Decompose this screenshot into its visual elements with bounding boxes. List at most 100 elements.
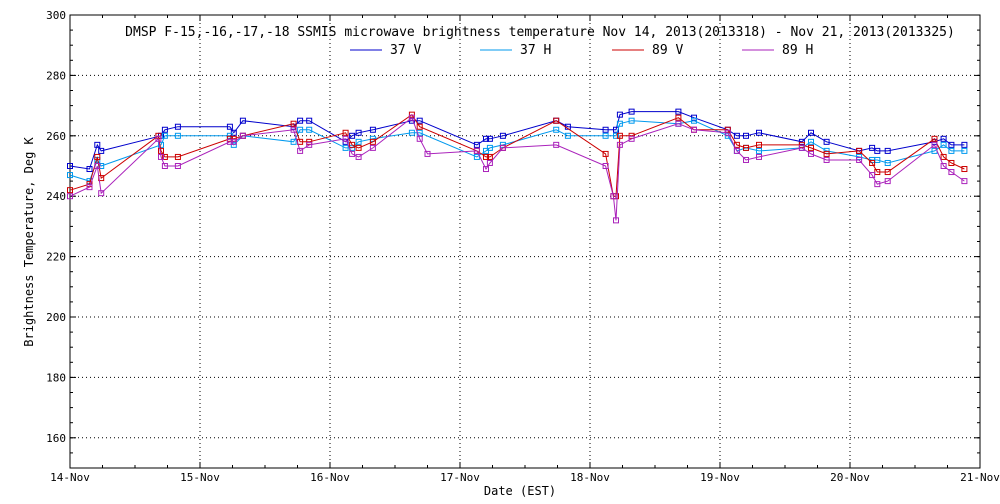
data-point-marker <box>483 135 489 142</box>
data-point-marker <box>416 135 423 142</box>
data-point-marker <box>948 169 955 176</box>
x-tick-label: 15-Nov <box>180 471 220 484</box>
data-point-marker <box>628 117 635 124</box>
data-point-marker <box>230 129 237 136</box>
data-point-marker <box>416 117 423 124</box>
data-point-marker <box>616 120 623 127</box>
data-point-marker <box>961 147 968 154</box>
data-point-marker <box>174 132 181 139</box>
data-point-marker <box>961 178 968 185</box>
data-point-marker <box>499 132 506 139</box>
axis-layer: 160 180 200 220 240 260 280 300 14-Nov 15-Nov 16-N… <box>46 9 1000 484</box>
data-point-marker <box>602 126 609 133</box>
data-point-marker <box>239 132 246 139</box>
data-point-marker <box>67 187 73 194</box>
data-point-marker <box>869 144 876 151</box>
data-point-marker <box>869 172 876 179</box>
data-point-marker <box>408 129 415 136</box>
data-point-marker <box>161 153 168 160</box>
series-89-h <box>67 114 968 224</box>
legend-item: 37 H <box>480 43 551 58</box>
legend-item: 89 V <box>612 43 683 58</box>
data-point-marker <box>610 193 617 200</box>
data-point-marker <box>226 123 233 130</box>
x-tick-label: 17-Nov <box>440 471 480 484</box>
data-point-marker <box>756 147 762 154</box>
data-point-marker <box>613 132 619 139</box>
data-point-marker <box>158 141 164 148</box>
data-point-marker <box>297 117 304 124</box>
data-point-marker <box>823 138 830 145</box>
data-point-marker <box>961 141 968 148</box>
plot-frame <box>69 14 981 469</box>
data-point-marker <box>884 169 891 176</box>
data-point-marker <box>884 147 891 154</box>
data-point-marker <box>869 159 876 166</box>
data-point-marker <box>342 144 349 151</box>
data-point-marker <box>874 181 881 188</box>
x-axis-title: Date (EST) <box>484 484 556 498</box>
series-line <box>69 120 965 182</box>
data-point-marker <box>874 156 881 163</box>
data-point-marker <box>743 156 749 163</box>
data-point-marker <box>675 120 682 127</box>
data-point-marker <box>230 141 237 148</box>
y-tick-label: 160 <box>46 432 66 445</box>
data-point-marker <box>86 184 93 191</box>
legend-label: 89 V <box>652 43 683 58</box>
data-point-marker <box>226 138 233 145</box>
data-point-marker <box>884 159 891 166</box>
data-point-marker <box>553 126 560 133</box>
data-point-marker <box>174 123 181 130</box>
data-point-marker <box>616 132 623 139</box>
data-point-marker <box>98 190 105 197</box>
data-point-marker <box>948 147 955 154</box>
data-point-marker <box>297 147 304 154</box>
data-point-marker <box>961 166 968 173</box>
legend-label: 89 H <box>782 43 813 58</box>
data-point-marker <box>628 135 635 142</box>
data-point-marker <box>856 153 863 160</box>
data-point-marker <box>230 138 237 145</box>
data-point-marker <box>355 153 362 160</box>
y-tick-label: 200 <box>46 311 66 324</box>
data-point-marker <box>483 153 489 160</box>
data-point-marker <box>940 163 947 169</box>
data-point-marker <box>67 172 73 179</box>
data-point-marker <box>798 141 805 148</box>
data-point-marker <box>297 126 304 133</box>
data-point-marker <box>306 138 313 145</box>
data-point-marker <box>874 147 881 154</box>
series-line <box>69 111 965 170</box>
data-point-marker <box>948 141 955 148</box>
data-point-marker <box>756 129 762 136</box>
data-point-marker <box>808 138 814 145</box>
data-point-marker <box>691 117 697 124</box>
data-point-marker <box>931 135 938 142</box>
data-point-marker <box>94 141 101 148</box>
data-point-marker <box>161 163 168 169</box>
data-point-marker <box>499 144 506 151</box>
data-point-marker <box>349 150 356 157</box>
data-point-marker <box>369 126 376 133</box>
y-tick-label: 300 <box>46 9 66 22</box>
data-point-marker <box>483 147 489 154</box>
data-point-marker <box>355 144 362 151</box>
data-point-marker <box>691 114 697 121</box>
data-point-marker <box>483 166 489 173</box>
data-point-marker <box>602 150 609 157</box>
series-line <box>69 116 965 221</box>
data-point-marker <box>174 163 181 169</box>
data-point-marker <box>743 144 749 151</box>
data-point-marker <box>86 166 93 173</box>
x-tick-label: 20-Nov <box>830 471 870 484</box>
legend-item: 37 V <box>350 43 421 58</box>
data-point-marker <box>733 132 740 139</box>
data-point-marker <box>798 138 805 145</box>
data-point-marker <box>616 141 623 148</box>
data-point-marker <box>158 153 164 160</box>
data-point-marker <box>486 159 493 166</box>
data-point-marker <box>408 114 415 121</box>
data-point-marker <box>174 153 181 160</box>
data-point-marker <box>602 132 609 139</box>
